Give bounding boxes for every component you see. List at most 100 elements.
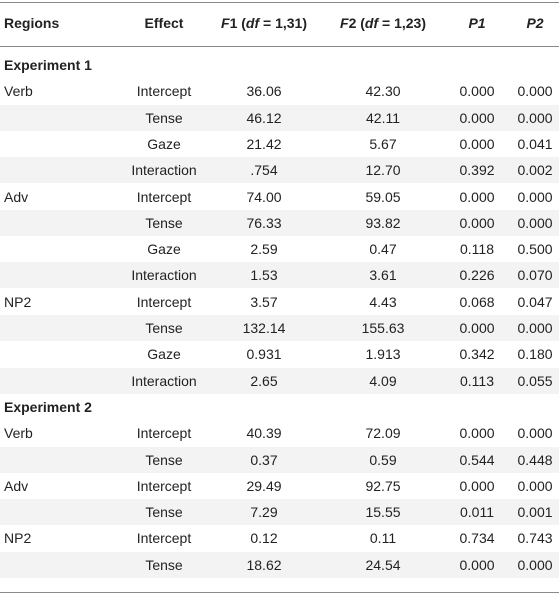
table-bottom-rule [0, 592, 559, 593]
cell-region: Adv [4, 188, 29, 205]
table-row: Tense 76.33 93.82 0.000 0.000 [0, 209, 559, 236]
table-row: Interaction 2.65 4.09 0.113 0.055 [0, 367, 559, 394]
table-row: Tense 18.62 24.54 0.000 0.000 [0, 551, 559, 578]
cell-f2: 93.82 [365, 214, 401, 231]
cell-p2: 0.000 [517, 477, 553, 494]
table-top-rule [0, 2, 559, 3]
cell-f1: 74.00 [246, 188, 282, 205]
table-row: NP2 Intercept 0.12 0.11 0.734 0.743 [0, 525, 559, 551]
cell-f2: 0.11 [369, 530, 397, 547]
cell-f2: 15.55 [365, 504, 401, 521]
header-rule [0, 46, 559, 47]
table-row: Gaze 0.931 1.913 0.342 0.180 [0, 341, 559, 367]
cell-p2: 0.000 [517, 556, 553, 573]
cell-p2: 0.500 [517, 241, 553, 258]
cell-p1: 0.734 [459, 530, 495, 547]
cell-f1: 36.06 [246, 83, 282, 100]
cell-f2: 5.67 [369, 135, 397, 152]
cell-effect: Tense [145, 214, 183, 231]
cell-f2: 24.54 [365, 556, 401, 573]
cell-p1: 0.118 [460, 241, 494, 258]
header-p1: P1 [468, 15, 486, 31]
header-regions: Regions [4, 15, 60, 31]
cell-p2: 0.000 [517, 214, 553, 231]
cell-effect: Tense [145, 109, 183, 126]
cell-p1: 0.113 [460, 372, 494, 389]
cell-f2: 1.913 [365, 346, 401, 363]
cell-region: Verb [4, 83, 33, 100]
cell-effect: Intercept [136, 83, 192, 100]
cell-region: Verb [4, 425, 33, 442]
cell-p2: 0.041 [517, 135, 553, 152]
table-row: Adv Intercept 74.00 59.05 0.000 0.000 [0, 184, 559, 210]
cell-f2: 72.09 [365, 425, 401, 442]
cell-p2: 0.000 [517, 320, 553, 336]
cell-effect: Interaction [131, 162, 197, 179]
cell-f1: 0.37 [250, 451, 278, 468]
table-row: Gaze 21.42 5.67 0.000 0.041 [0, 131, 559, 157]
table-row: Gaze 2.59 0.47 0.118 0.500 [0, 236, 559, 262]
cell-f1: 132.14 [242, 320, 286, 336]
cell-f2: 0.47 [369, 241, 397, 258]
cell-effect: Intercept [136, 293, 192, 310]
cell-p2: 0.055 [517, 372, 553, 389]
header-effect: Effect [144, 15, 184, 31]
cell-p2: 0.047 [517, 293, 553, 310]
cell-effect: Tense [145, 451, 183, 468]
cell-effect: Tense [145, 504, 183, 521]
cell-p1: 0.000 [459, 320, 495, 336]
cell-p1: 0.000 [459, 83, 495, 100]
table-row: Verb Intercept 40.39 72.09 0.000 0.000 [0, 420, 559, 446]
cell-f1: 2.59 [250, 241, 278, 258]
section-title: Experiment 2 [4, 398, 92, 415]
cell-p2: 0.000 [517, 188, 553, 205]
cell-f1: 2.65 [250, 372, 278, 389]
table-row: Interaction 1.53 3.61 0.226 0.070 [0, 262, 559, 289]
cell-f2: 59.05 [365, 188, 401, 205]
cell-f2: 4.09 [369, 372, 397, 389]
cell-p2: 0.002 [517, 162, 553, 179]
cell-effect: Gaze [147, 241, 181, 258]
cell-effect: Interaction [131, 267, 197, 284]
cell-p1: 0.342 [459, 346, 495, 363]
header-f2: F2 (df = 1,23) [340, 15, 426, 31]
cell-effect: Intercept [136, 425, 192, 442]
cell-effect: Interaction [131, 372, 197, 389]
cell-f1: 0.931 [246, 346, 282, 363]
cell-region: NP2 [4, 530, 32, 547]
cell-f1: 76.33 [246, 214, 282, 231]
cell-p2: 0.180 [517, 346, 553, 363]
cell-f1: .754 [250, 162, 278, 179]
cell-effect: Tense [145, 556, 183, 573]
cell-p1: 0.392 [459, 162, 495, 179]
cell-effect: Intercept [136, 530, 192, 547]
cell-effect: Gaze [147, 135, 181, 152]
cell-f1: 29.49 [246, 477, 282, 494]
cell-f2: 92.75 [365, 477, 401, 494]
cell-effect: Gaze [147, 346, 181, 363]
cell-f2: 3.61 [369, 267, 397, 284]
cell-effect: Tense [145, 320, 183, 336]
cell-p1: 0.011 [460, 504, 494, 521]
cell-p2: 0.000 [517, 109, 553, 126]
cell-f1: 21.42 [246, 135, 282, 152]
cell-f2: 42.11 [366, 109, 400, 126]
cell-f1: 3.57 [250, 293, 278, 310]
cell-f2: 42.30 [365, 83, 401, 100]
cell-f2: 155.63 [361, 320, 405, 336]
table-row: Tense 132.14 155.63 0.000 0.000 [0, 315, 559, 341]
cell-f1: 0.12 [250, 530, 278, 547]
header-f1: F1 (df = 1,31) [221, 15, 307, 31]
cell-p1: 0.000 [459, 188, 495, 205]
cell-f2: 12.70 [365, 162, 401, 179]
cell-effect: Intercept [136, 477, 192, 494]
cell-p2: 0.000 [517, 425, 553, 442]
cell-region: Adv [4, 477, 29, 494]
header-p2: P2 [526, 15, 544, 31]
table-header: Regions Effect F1 (df = 1,31) F2 (df = 1… [0, 10, 559, 36]
cell-f2: 0.59 [369, 451, 397, 468]
cell-f1: 18.62 [246, 556, 282, 573]
table-row: Tense 0.37 0.59 0.544 0.448 [0, 446, 559, 473]
cell-f1: 7.29 [250, 504, 278, 521]
cell-effect: Intercept [136, 188, 192, 205]
